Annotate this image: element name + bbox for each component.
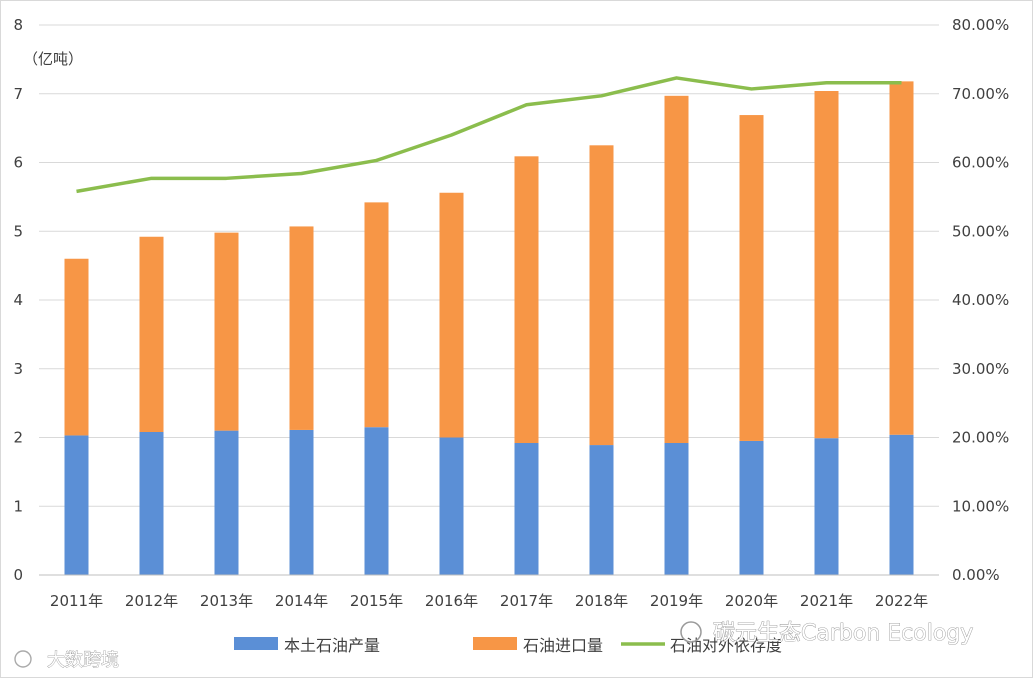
bar-domestic-production (889, 434, 914, 575)
y2-tick-label: 40.00% (952, 291, 1009, 309)
legend-label-domestic: 本土石油产量 (284, 636, 380, 655)
y2-tick-label: 50.00% (952, 222, 1009, 240)
y-tick-label: 0 (13, 566, 23, 584)
bar-domestic-production (589, 445, 614, 575)
bar-domestic-production (139, 432, 164, 575)
bar-domestic-production (214, 430, 239, 575)
bar-oil-import (439, 192, 464, 438)
watermark-right: 碳元生态Carbon Ecology (680, 621, 974, 646)
y-tick-label: 6 (13, 154, 23, 172)
x-tick-label: 2014年 (275, 592, 328, 610)
x-tick-label: 2012年 (125, 592, 178, 610)
wechat-icon (680, 621, 702, 643)
y-tick-label: 2 (13, 429, 23, 447)
y-tick-label: 5 (13, 222, 23, 240)
x-tick-label: 2011年 (50, 592, 103, 610)
bar-oil-import (514, 156, 539, 443)
watermark-logo-icon (14, 650, 32, 668)
axes: 0123456780.00%10.00%20.00%30.00%40.00%50… (13, 16, 1009, 610)
y2-tick-label: 70.00% (952, 85, 1009, 103)
bar-domestic-production (439, 437, 464, 575)
x-tick-label: 2019年 (650, 592, 703, 610)
y-tick-label: 7 (13, 85, 23, 103)
bar-oil-import (739, 115, 764, 441)
y2-tick-label: 80.00% (952, 16, 1009, 34)
y2-tick-label: 60.00% (952, 154, 1009, 172)
bar-domestic-production (664, 443, 689, 575)
x-tick-label: 2016年 (425, 592, 478, 610)
x-tick-label: 2020年 (725, 592, 778, 610)
legend-label-import: 石油进口量 (523, 636, 603, 655)
legend-label-dependency: 石油对外依存度 (670, 636, 782, 655)
legend-swatch-domestic (234, 637, 278, 650)
y2-tick-label: 0.00% (952, 566, 1000, 584)
bar-oil-import (139, 236, 164, 432)
watermark-right-text: 碳元生态Carbon Ecology (713, 621, 973, 646)
x-tick-label: 2017年 (500, 592, 553, 610)
y-tick-label: 4 (13, 291, 23, 309)
watermark-left: 大数跨境 (14, 650, 119, 671)
x-tick-label: 2022年 (875, 592, 928, 610)
bar-oil-import (589, 145, 614, 446)
bar-domestic-production (814, 438, 839, 575)
legend-swatch-import (473, 637, 517, 650)
bar-oil-import (889, 81, 914, 435)
x-tick-label: 2021年 (800, 592, 853, 610)
y-tick-label: 1 (13, 497, 23, 515)
bar-oil-import (814, 91, 839, 439)
bar-domestic-production (364, 427, 389, 575)
bar-domestic-production (514, 443, 539, 575)
x-tick-label: 2018年 (575, 592, 628, 610)
bar-domestic-production (64, 435, 89, 575)
x-tick-label: 2015年 (350, 592, 403, 610)
y-axis-unit-label: （亿吨） (23, 50, 83, 68)
y2-tick-label: 30.00% (952, 360, 1009, 378)
bar-oil-import (64, 258, 89, 436)
series-line-dependency (76, 76, 902, 194)
y-tick-label: 8 (13, 16, 23, 34)
x-tick-label: 2013年 (200, 592, 253, 610)
gridlines (39, 24, 939, 507)
bar-oil-import (289, 226, 314, 430)
bar-domestic-production (739, 440, 764, 575)
dependency-line (76, 76, 902, 194)
bar-domestic-production (289, 429, 314, 575)
bars (64, 81, 914, 575)
watermark-left-text: 大数跨境 (47, 650, 119, 671)
bar-oil-import (664, 95, 689, 443)
y2-tick-label: 10.00% (952, 497, 1009, 515)
y-tick-label: 3 (13, 360, 23, 378)
bar-oil-import (214, 232, 239, 431)
bar-oil-import (364, 202, 389, 428)
y2-tick-label: 20.00% (952, 429, 1009, 447)
legend: 本土石油产量 石油进口量 石油对外依存度 (234, 636, 782, 655)
